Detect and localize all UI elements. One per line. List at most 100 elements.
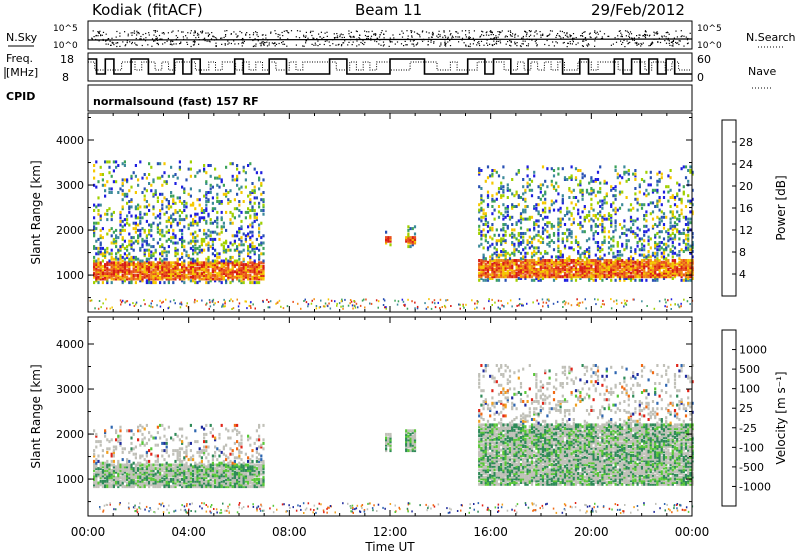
echo-cell	[570, 230, 573, 234]
echo-cell	[544, 228, 547, 232]
echo-cell	[200, 465, 203, 469]
echo-cell	[546, 215, 549, 219]
echo-cell	[585, 273, 589, 277]
noise-cell	[336, 302, 338, 305]
echo-cell	[244, 234, 247, 238]
echo-cell	[526, 165, 529, 169]
echo-cell	[112, 463, 115, 467]
noise-cell	[552, 302, 555, 305]
echo-cell	[658, 178, 661, 181]
echo-cell	[112, 481, 115, 485]
echo-cell	[139, 263, 142, 267]
echo-cell	[249, 264, 252, 268]
echo-cell	[537, 268, 540, 271]
echo-cell	[128, 257, 131, 261]
noise-cell	[244, 300, 246, 303]
echo-cell	[238, 214, 241, 218]
echo-cell	[134, 214, 137, 218]
echo-cell	[242, 273, 245, 277]
echo-cell	[251, 264, 254, 268]
echo-cell	[106, 273, 109, 277]
echo-cell	[97, 209, 100, 212]
echo-cell	[209, 477, 212, 481]
echo-cell	[148, 248, 151, 252]
echo-cell	[163, 270, 166, 274]
echo-cell	[172, 232, 175, 236]
echo-cell	[491, 205, 494, 208]
echo-cell	[156, 266, 159, 270]
echo-cell	[524, 259, 527, 262]
echo-cell	[115, 268, 118, 272]
echo-cell	[205, 273, 208, 277]
cpid-panel: CPID normalsound (fast) 157 RF	[6, 84, 693, 112]
echo-cell	[150, 468, 153, 472]
echo-cell	[662, 277, 666, 280]
echo-cell	[583, 268, 586, 271]
echo-cell	[161, 243, 164, 247]
echo-cell	[93, 227, 96, 231]
echo-cell	[218, 449, 221, 453]
echo-cell	[649, 183, 652, 187]
echo-cell	[101, 476, 104, 480]
echo-cell	[159, 252, 162, 256]
echo-cell	[550, 183, 553, 187]
echo-cell	[614, 264, 617, 268]
echo-cell	[159, 474, 162, 478]
echo-cell	[599, 260, 602, 264]
echo-cell	[152, 194, 155, 198]
echo-cell	[207, 264, 210, 268]
echo-cell	[167, 272, 170, 276]
echo-cell	[93, 263, 96, 267]
echo-cell	[497, 205, 501, 208]
echo-cell	[130, 214, 133, 218]
echo-cell	[222, 268, 225, 272]
noise-cell	[369, 302, 371, 305]
echo-cell	[559, 223, 562, 226]
echo-cell	[161, 454, 164, 458]
echo-cell	[167, 268, 170, 272]
echo-cell	[669, 250, 672, 253]
echo-cell	[522, 239, 525, 243]
echo-cell	[557, 228, 560, 232]
echo-cell	[563, 271, 567, 275]
echo-cell	[209, 476, 212, 480]
echo-cell	[654, 235, 657, 239]
echo-cell	[106, 474, 109, 478]
echo-cell	[198, 203, 201, 207]
echo-cell	[172, 268, 175, 272]
echo-cell	[178, 470, 181, 474]
echo-cell	[618, 271, 622, 275]
echo-cell	[548, 244, 551, 248]
echo-cell	[218, 201, 221, 205]
echo-cell	[104, 434, 107, 438]
noise-cell	[664, 298, 666, 301]
echo-cell	[618, 266, 622, 270]
echo-cell	[500, 241, 503, 244]
echo-cell	[152, 264, 155, 268]
echo-cell	[185, 449, 188, 453]
echo-cell	[152, 180, 155, 184]
echo-cell	[200, 461, 203, 465]
echo-cell	[519, 212, 523, 216]
echo-cell	[163, 171, 166, 175]
echo-cell	[227, 275, 230, 279]
noise-cell	[375, 299, 378, 302]
echo-cell	[482, 199, 485, 203]
echo-cell	[539, 269, 542, 273]
echo-cell	[623, 170, 626, 174]
echo-cell	[691, 235, 694, 239]
echo-cell	[167, 266, 170, 270]
echo-cell	[236, 275, 239, 279]
echo-cell	[121, 481, 124, 485]
echo-cell	[242, 257, 245, 261]
echo-cell	[211, 263, 214, 267]
echo-cell	[130, 429, 133, 433]
echo-cell	[574, 196, 578, 199]
echo-cell	[581, 192, 584, 196]
noise-cell	[330, 299, 333, 302]
echo-cell	[249, 236, 252, 240]
echo-cell	[163, 266, 166, 270]
echo-cell	[486, 241, 490, 244]
echo-cell	[616, 250, 619, 253]
noise-cell	[305, 301, 308, 304]
